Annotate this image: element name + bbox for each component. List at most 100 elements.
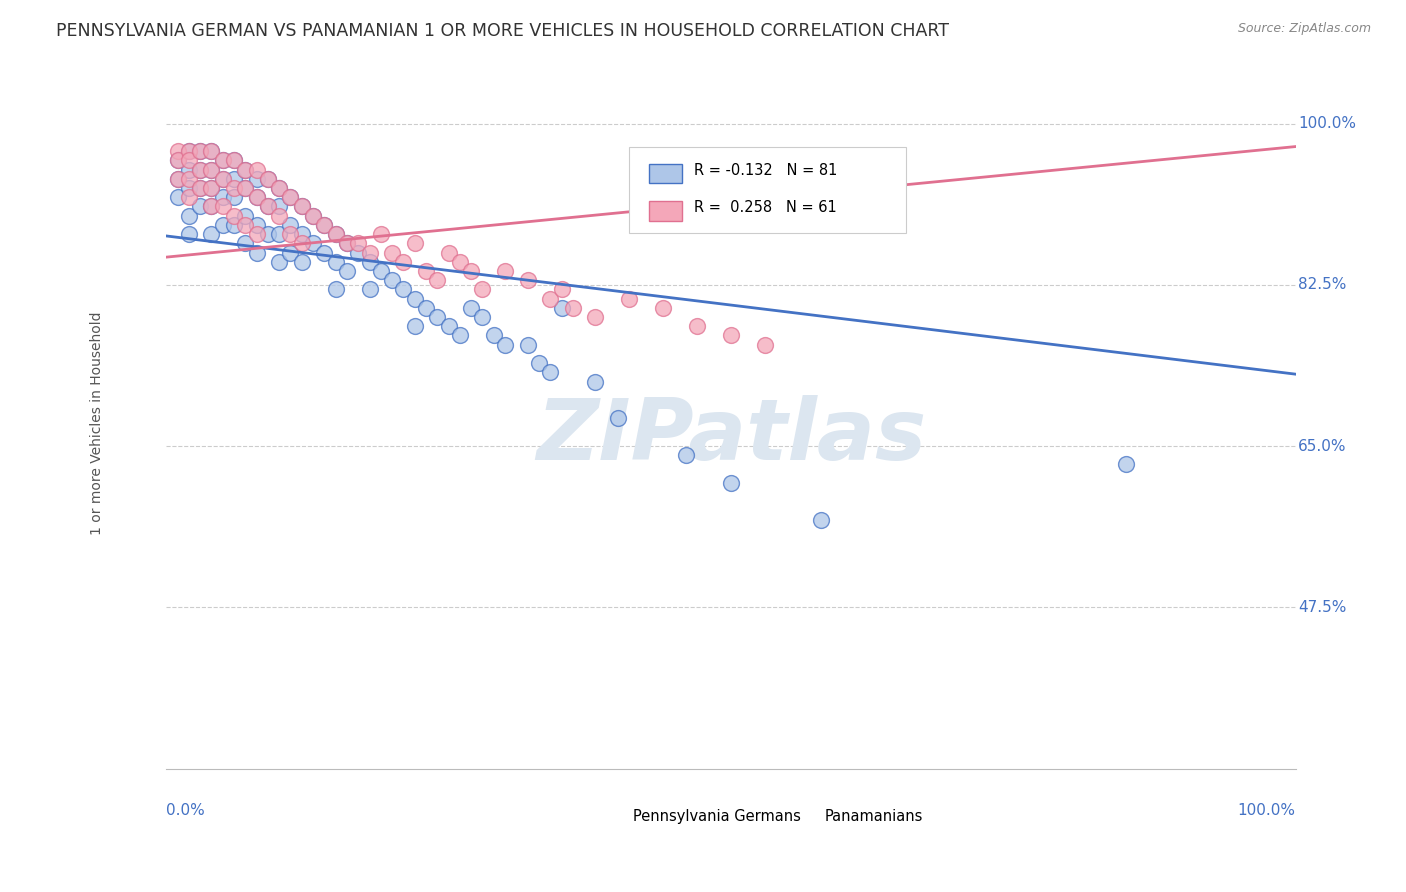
- Point: [222, 153, 245, 168]
- Point: [404, 319, 426, 334]
- Point: [177, 171, 200, 186]
- Point: [233, 236, 256, 251]
- Point: [280, 245, 302, 260]
- FancyBboxPatch shape: [630, 146, 905, 233]
- Point: [188, 162, 211, 177]
- Point: [437, 245, 460, 260]
- Point: [188, 162, 211, 177]
- Point: [291, 254, 314, 268]
- Text: Pennsylvania Germans: Pennsylvania Germans: [633, 809, 800, 824]
- Point: [200, 144, 222, 158]
- Point: [471, 310, 494, 324]
- Point: [415, 301, 437, 315]
- Point: [426, 273, 449, 287]
- Point: [426, 310, 449, 324]
- Point: [188, 181, 211, 195]
- Point: [583, 375, 606, 389]
- Point: [550, 301, 572, 315]
- Point: [404, 236, 426, 251]
- Point: [200, 181, 222, 195]
- Point: [188, 144, 211, 158]
- Point: [177, 144, 200, 158]
- Point: [359, 254, 381, 268]
- Point: [200, 227, 222, 241]
- Point: [302, 236, 325, 251]
- Point: [222, 218, 245, 232]
- Point: [211, 153, 233, 168]
- Point: [675, 448, 697, 462]
- Text: R = -0.132   N = 81: R = -0.132 N = 81: [693, 163, 837, 178]
- Point: [269, 227, 291, 241]
- Point: [720, 475, 742, 490]
- Point: [222, 190, 245, 204]
- Point: [166, 153, 188, 168]
- Point: [188, 144, 211, 158]
- Point: [359, 245, 381, 260]
- Point: [257, 171, 280, 186]
- Point: [392, 282, 415, 296]
- Point: [177, 181, 200, 195]
- Bar: [602, 809, 626, 824]
- Point: [280, 190, 302, 204]
- Point: [325, 227, 347, 241]
- Point: [222, 209, 245, 223]
- Point: [200, 162, 222, 177]
- Point: [269, 199, 291, 213]
- Point: [233, 181, 256, 195]
- Point: [177, 227, 200, 241]
- Point: [177, 190, 200, 204]
- Point: [233, 162, 256, 177]
- Point: [392, 254, 415, 268]
- Text: 1 or more Vehicles in Household: 1 or more Vehicles in Household: [90, 311, 104, 535]
- Point: [246, 162, 269, 177]
- Point: [177, 144, 200, 158]
- Point: [269, 181, 291, 195]
- Point: [166, 190, 188, 204]
- Point: [404, 292, 426, 306]
- Point: [291, 227, 314, 241]
- Point: [233, 209, 256, 223]
- Point: [211, 171, 233, 186]
- Point: [314, 218, 336, 232]
- Point: [302, 209, 325, 223]
- Bar: [648, 202, 682, 220]
- Point: [336, 236, 359, 251]
- Bar: [793, 809, 818, 824]
- Point: [211, 153, 233, 168]
- Point: [177, 153, 200, 168]
- Text: R =  0.258   N = 61: R = 0.258 N = 61: [693, 200, 837, 215]
- Text: 47.5%: 47.5%: [1298, 599, 1347, 615]
- Point: [482, 328, 505, 343]
- Point: [449, 328, 471, 343]
- Point: [302, 209, 325, 223]
- Point: [211, 218, 233, 232]
- Point: [314, 218, 336, 232]
- Point: [211, 199, 233, 213]
- Text: 0.0%: 0.0%: [166, 803, 205, 818]
- Point: [269, 209, 291, 223]
- Point: [460, 301, 482, 315]
- Point: [686, 319, 709, 334]
- Point: [257, 199, 280, 213]
- Point: [166, 144, 188, 158]
- Point: [269, 181, 291, 195]
- Point: [561, 301, 583, 315]
- Point: [291, 199, 314, 213]
- Point: [280, 227, 302, 241]
- Point: [246, 171, 269, 186]
- Point: [494, 337, 516, 351]
- Point: [200, 144, 222, 158]
- Point: [177, 162, 200, 177]
- Point: [449, 254, 471, 268]
- Point: [494, 264, 516, 278]
- Bar: [648, 164, 682, 183]
- Text: 65.0%: 65.0%: [1298, 439, 1347, 453]
- Point: [1115, 458, 1137, 472]
- Point: [166, 171, 188, 186]
- Point: [325, 227, 347, 241]
- Point: [246, 245, 269, 260]
- Point: [233, 162, 256, 177]
- Point: [516, 337, 538, 351]
- Point: [720, 328, 742, 343]
- Point: [211, 171, 233, 186]
